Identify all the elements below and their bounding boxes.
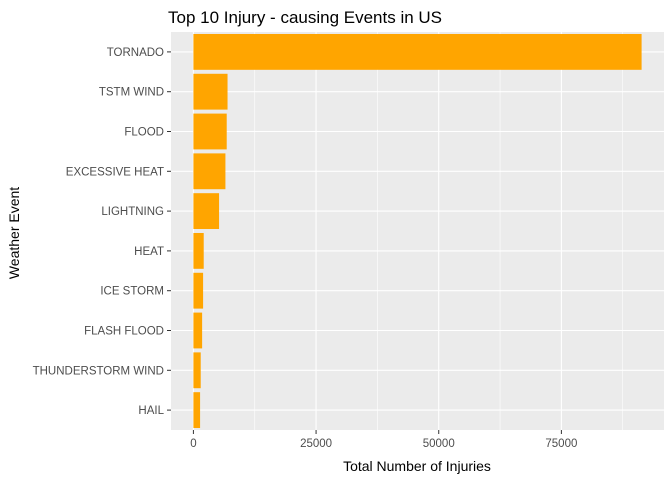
x-tick-label: 75000	[545, 438, 577, 450]
x-tick-label: 25000	[300, 438, 332, 450]
bar-heat	[193, 232, 204, 269]
y-tick-label: FLASH FLOOD	[84, 326, 164, 338]
x-tick-label: 0	[190, 438, 196, 450]
bars-group	[193, 33, 642, 429]
bar-flood	[193, 113, 227, 150]
y-axis-title: Weather Event	[6, 187, 22, 279]
bar-excessive-heat	[193, 153, 226, 190]
y-tick-label: TSTM WIND	[99, 87, 164, 99]
minor-gridlines	[254, 32, 624, 430]
y-tick-label: ICE STORM	[100, 286, 164, 298]
y-tick-label: HAIL	[138, 405, 164, 417]
plot-panel	[171, 32, 664, 430]
bar-tornado	[193, 33, 642, 70]
bar-ice-storm	[193, 272, 204, 309]
bar-thunderstorm-wind	[193, 352, 201, 389]
y-tick-label: FLOOD	[124, 127, 164, 139]
y-axis: TORNADO TSTM WIND FLOOD EXCESSIVE HEAT LIGHT…	[33, 47, 171, 417]
y-tick-label: TORNADO	[107, 47, 164, 59]
x-axis-title: Total Number of Injuries	[343, 458, 491, 474]
y-tick-label: THUNDERSTORM WIND	[33, 365, 164, 377]
bar-lightning	[193, 193, 220, 230]
bar-hail	[193, 392, 201, 429]
y-tick-label: EXCESSIVE HEAT	[66, 166, 164, 178]
bar-flash-flood	[193, 312, 203, 349]
chart-title: Top 10 Injury - causing Events in US	[168, 8, 442, 27]
bar-tstm-wind	[193, 73, 228, 110]
y-tick-label: HEAT	[134, 246, 164, 258]
x-axis: 0 25000 50000 75000	[190, 430, 577, 450]
x-tick-label: 50000	[423, 438, 455, 450]
y-tick-label: LIGHTNING	[101, 206, 164, 218]
